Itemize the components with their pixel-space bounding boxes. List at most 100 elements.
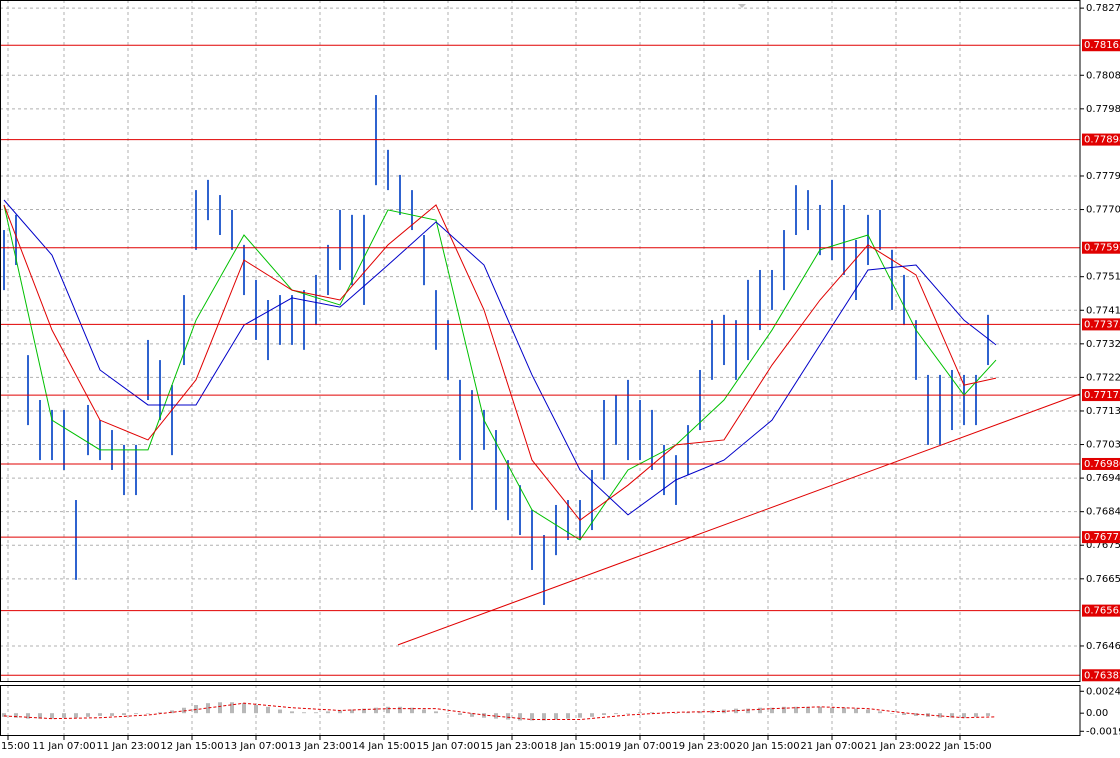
histogram-bar <box>278 709 282 714</box>
histogram-bar <box>122 713 126 715</box>
y-tick-label: 0.00241 <box>1086 686 1120 697</box>
level-label: 0.78165 <box>1084 40 1120 51</box>
y-tick-label: 0.77415 <box>1086 305 1120 316</box>
level-label-bg <box>1082 669 1120 682</box>
histogram-bar <box>674 713 678 714</box>
histogram-bar <box>590 713 594 717</box>
histogram-bar <box>578 713 582 718</box>
x-tick-label: 13 Jan 23:00 <box>288 741 351 752</box>
shift-marker <box>738 4 746 8</box>
x-tick-label: 21 Jan 23:00 <box>864 741 927 752</box>
histogram-bar <box>410 707 414 714</box>
level-label-bg <box>1082 133 1120 146</box>
x-tick-label: 19 Jan 23:00 <box>672 741 735 752</box>
signal-line <box>3 702 997 721</box>
moving-average <box>3 199 997 516</box>
y-tick-label: 0.77035 <box>1086 440 1120 451</box>
x-tick-label: 22 Jan 15:00 <box>928 741 991 752</box>
histogram-bar <box>842 707 846 714</box>
x-tick-label: 15 Jan 07:00 <box>416 741 479 752</box>
histogram-bar <box>746 708 750 714</box>
x-tick-label: 20 Jan 15:00 <box>736 741 799 752</box>
y-tick-label: 0.76845 <box>1086 507 1120 518</box>
y-tick-label: -0.00199 <box>1086 726 1120 737</box>
histogram-bar <box>914 713 918 716</box>
level-label-bg <box>1082 457 1120 470</box>
pane-frame <box>0 685 1081 736</box>
histogram-bar <box>146 713 150 714</box>
histogram-bar <box>770 707 774 714</box>
trend-line <box>397 393 1081 646</box>
histogram-bar <box>374 707 378 714</box>
histogram-bar <box>206 703 210 714</box>
histogram-bar <box>986 713 990 716</box>
histogram-bar <box>266 706 270 714</box>
level-label: 0.76773 <box>1084 532 1120 543</box>
histogram-bar <box>818 706 822 714</box>
histogram-bar <box>218 702 222 714</box>
histogram-bar <box>626 713 630 714</box>
histogram-bar <box>878 711 882 714</box>
x-tick-label: 21 Jan 07:00 <box>800 741 863 752</box>
histogram-bar <box>350 709 354 714</box>
histogram-bar <box>554 713 558 720</box>
moving-average <box>3 204 997 541</box>
histogram-bar <box>38 713 42 719</box>
histogram-bar <box>242 703 246 714</box>
level-label-bg <box>1082 389 1120 402</box>
histogram-bar <box>650 712 654 714</box>
histogram-bar <box>254 705 258 714</box>
level-label: 0.77375 <box>1084 319 1120 330</box>
level-label-bg <box>1082 531 1120 544</box>
histogram-bar <box>506 713 510 720</box>
y-tick-label: 0.76465 <box>1086 641 1120 652</box>
pane-frame <box>0 0 1081 682</box>
histogram-bar <box>542 713 546 721</box>
histogram-bar <box>386 706 390 714</box>
moving-average <box>3 204 997 521</box>
histogram-bar <box>614 713 618 715</box>
y-tick-label: 0.76655 <box>1086 574 1120 585</box>
histogram-bar <box>638 712 642 714</box>
x-tick-label: 15 Jan 23:00 <box>480 741 543 752</box>
histogram-bar <box>338 710 342 714</box>
histogram-bar <box>518 713 522 721</box>
histogram-bar <box>782 706 786 714</box>
histogram-bar <box>314 712 318 714</box>
x-tick-label: 11 Jan 07:00 <box>32 741 95 752</box>
x-tick-label: 19 Jan 07:00 <box>608 741 671 752</box>
histogram-bar <box>422 709 426 714</box>
histogram-bar <box>698 711 702 714</box>
histogram-bar <box>830 707 834 714</box>
histogram-bar <box>686 712 690 714</box>
histogram-bar <box>50 713 54 719</box>
histogram-bar <box>134 713 138 715</box>
histogram-bar <box>938 713 942 718</box>
histogram-bar <box>458 713 462 715</box>
x-tick-label: 13 Jan 07:00 <box>224 741 287 752</box>
histogram-bar <box>290 711 294 714</box>
y-tick-label: 0.77985 <box>1086 104 1120 115</box>
histogram-bar <box>158 712 162 714</box>
level-label-bg <box>1082 604 1120 617</box>
histogram-bar <box>950 713 954 718</box>
histogram-bar <box>734 708 738 714</box>
histogram-bar <box>74 713 78 718</box>
level-label-bg <box>1082 39 1120 52</box>
x-tick-label: 11 Jan 23:00 <box>96 741 159 752</box>
histogram-bar <box>398 706 402 714</box>
x-tick-label: 15:00 <box>1 741 30 752</box>
level-label: 0.77592 <box>1084 243 1120 254</box>
histogram-bar <box>794 706 798 714</box>
histogram-bar <box>362 708 366 714</box>
histogram-bar <box>434 711 438 714</box>
